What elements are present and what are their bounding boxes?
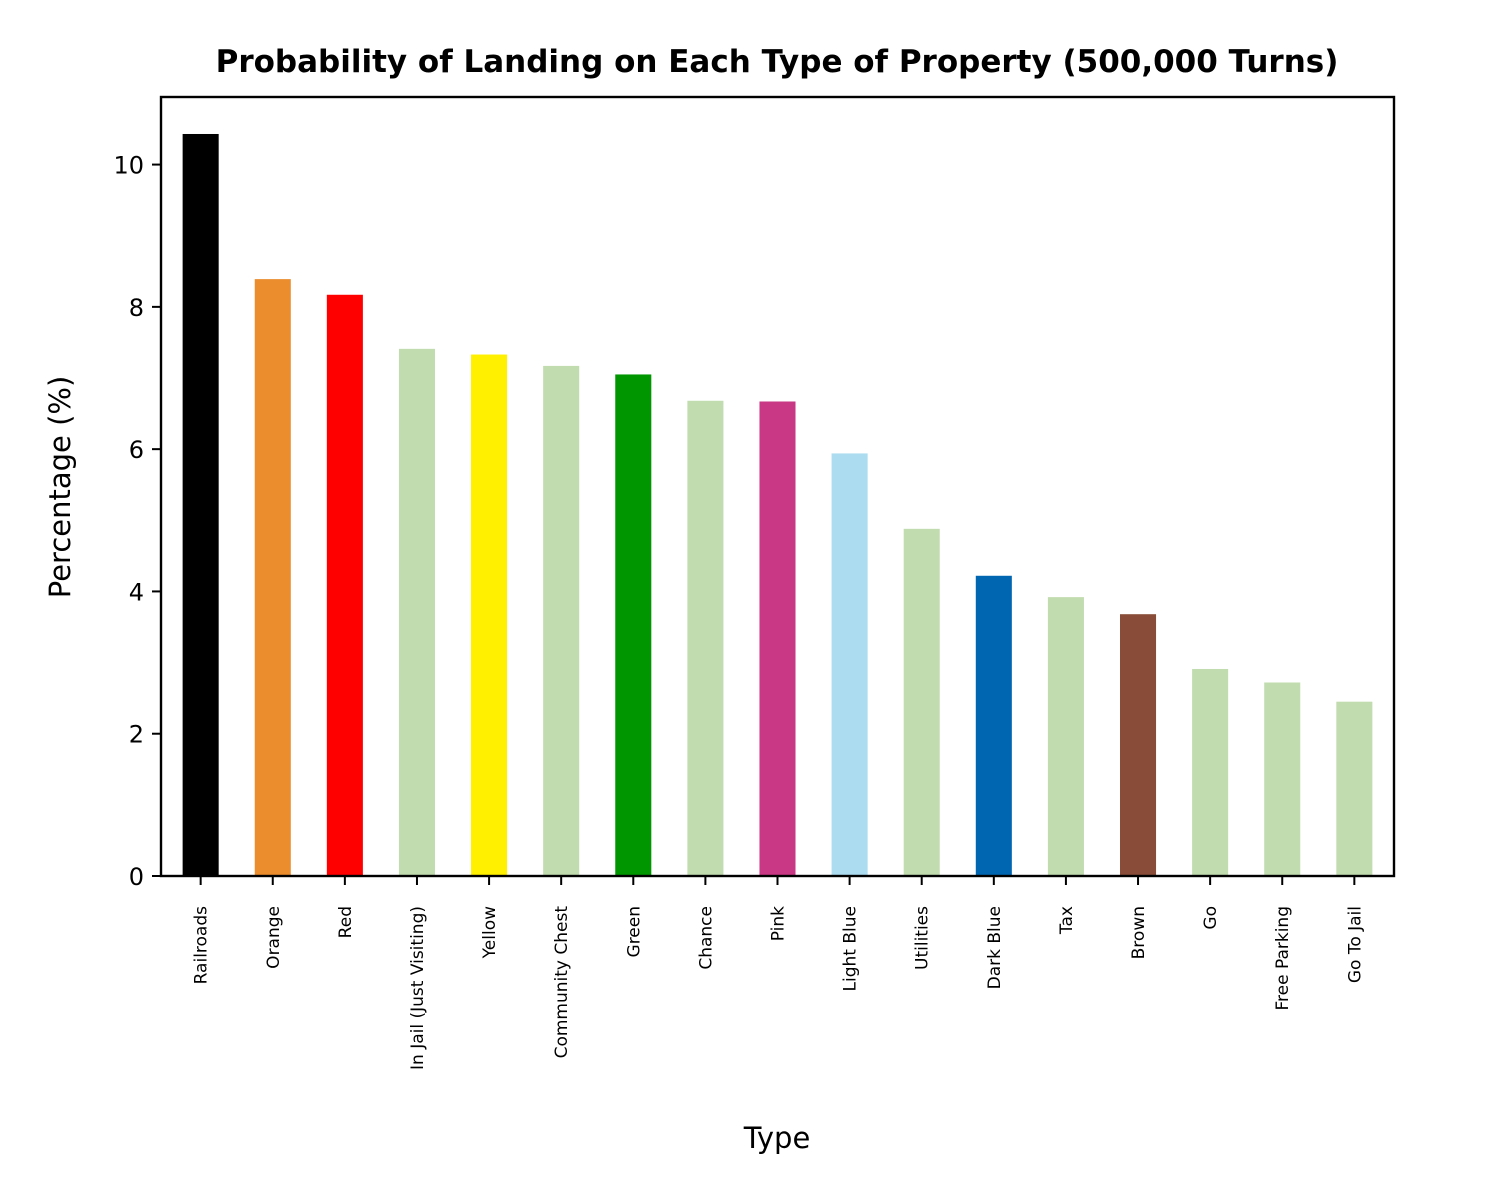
y-tick-label: 10 (113, 152, 144, 180)
x-tick-label: Orange (264, 906, 284, 969)
bar-pink (759, 401, 796, 876)
bar-in-jail-just-visiting (398, 348, 435, 877)
bar-yellow (471, 354, 508, 876)
x-tick-label: Dark Blue (985, 906, 1005, 989)
bar-red (326, 294, 363, 876)
chart-title: Probability of Landing on Each Type of P… (216, 44, 1339, 80)
y-tick-label: 2 (129, 721, 144, 749)
x-tick-label: Pink (769, 906, 789, 941)
y-tick-label: 8 (129, 294, 144, 322)
x-tick-label: Utilities (913, 906, 933, 970)
x-tick-label: Green (624, 906, 644, 957)
x-tick-label: Light Blue (841, 906, 861, 991)
x-tick-label: In Jail (Just Visiting) (408, 906, 428, 1070)
x-axis-label: Type (743, 1121, 811, 1155)
bar-utilities (903, 528, 940, 876)
x-tick-label: Railroads (192, 906, 212, 985)
y-tick-label: 0 (129, 863, 144, 891)
bar-community-chest (543, 365, 580, 876)
x-tick-label: Go To Jail (1345, 906, 1365, 983)
bars-layer (182, 133, 1373, 877)
x-tick-label: Red (336, 906, 356, 938)
y-axis-label: Percentage (%) (43, 376, 77, 599)
x-tick-label: Chance (696, 906, 716, 970)
bar-go-to-jail (1336, 701, 1373, 876)
bar-green (615, 374, 652, 876)
bar-free-parking (1264, 682, 1301, 876)
x-tick-label: Brown (1129, 906, 1149, 959)
x-tick-label: Community Chest (552, 906, 572, 1059)
y-tick-label: 6 (129, 436, 144, 464)
bar-light-blue (831, 453, 868, 876)
bar-tax (1047, 597, 1084, 876)
bar-railroads (182, 133, 219, 877)
x-tick-label: Yellow (480, 906, 500, 959)
x-tick-label: Go (1201, 906, 1221, 930)
x-tick-label: Tax (1057, 906, 1077, 935)
bar-dark-blue (975, 575, 1012, 876)
x-axis: Railroads Orange Red In Jail (Just Visiting… (192, 876, 1365, 1070)
bar-orange (254, 279, 291, 876)
y-tick-label: 4 (129, 578, 144, 606)
bar-brown (1120, 614, 1157, 876)
y-axis: 0 2 4 6 8 10 (113, 152, 161, 891)
bar-go (1192, 668, 1229, 876)
bar-chance (687, 400, 724, 876)
x-tick-label: Free Parking (1273, 906, 1293, 1011)
